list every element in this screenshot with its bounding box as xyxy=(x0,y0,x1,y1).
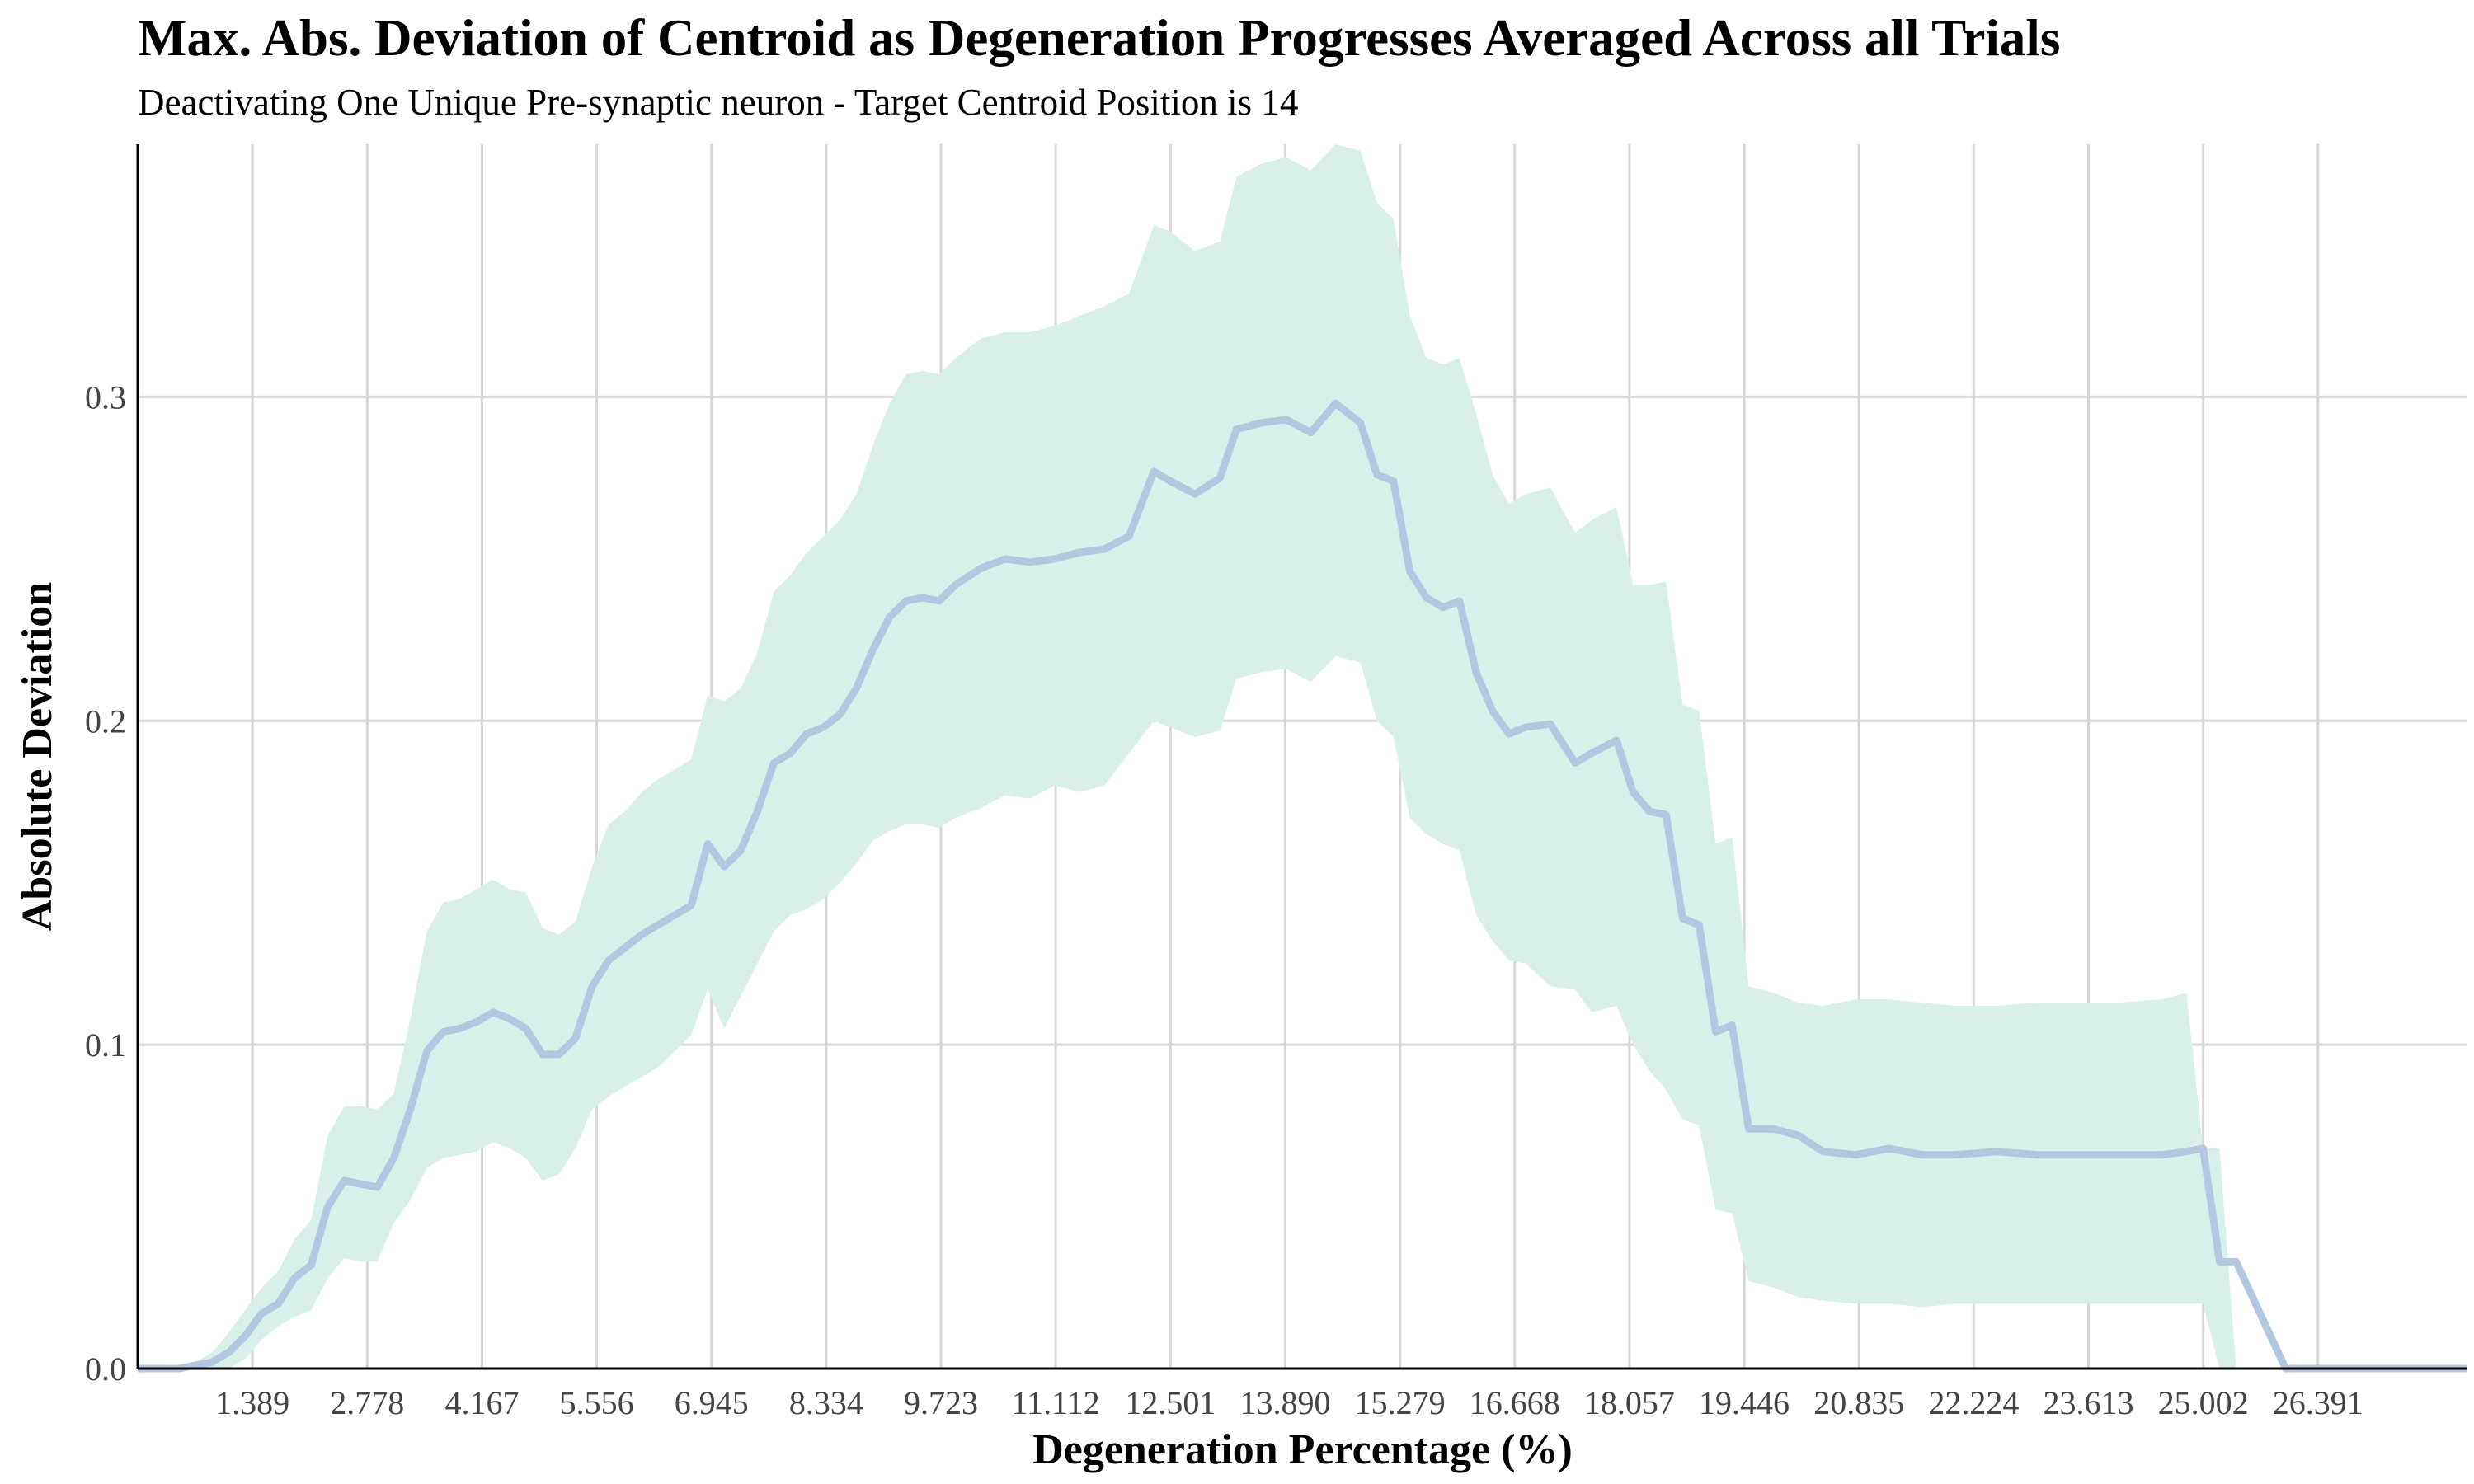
x-tick-label: 1.389 xyxy=(215,1384,289,1421)
x-tick-label: 16.668 xyxy=(1470,1384,1560,1421)
x-tick-label: 2.778 xyxy=(330,1384,404,1421)
x-tick-label: 18.057 xyxy=(1584,1384,1675,1421)
deviation-band xyxy=(138,144,2467,1369)
y-tick-label: 0.3 xyxy=(85,378,126,416)
x-tick-label: 20.835 xyxy=(1813,1384,1904,1421)
x-tick-label: 11.112 xyxy=(1012,1384,1100,1421)
y-tick-label: 0.2 xyxy=(85,702,126,740)
chart-subtitle: Deactivating One Unique Pre-synaptic neu… xyxy=(138,82,1299,123)
x-tick-label: 15.279 xyxy=(1355,1384,1446,1421)
y-tick-label: 0.1 xyxy=(85,1026,126,1064)
x-tick-label: 8.334 xyxy=(789,1384,863,1421)
x-tick-label: 12.501 xyxy=(1125,1384,1216,1421)
x-tick-label: 25.002 xyxy=(2158,1384,2249,1421)
y-tick-label: 0.0 xyxy=(85,1350,126,1388)
chart-title: Max. Abs. Deviation of Centroid as Degen… xyxy=(138,9,2061,67)
mean-deviation-line xyxy=(138,399,2467,1373)
x-tick-label: 5.556 xyxy=(560,1384,634,1421)
x-tick-label: 26.391 xyxy=(2273,1384,2363,1421)
x-axis-ticks: 1.389 2.778 4.167 5.556 6.945 8.334 9.723 11.11… xyxy=(215,1384,2363,1421)
x-tick-label: 6.945 xyxy=(675,1384,749,1421)
y-axis-ticks: 0.0 0.1 0.2 0.3 xyxy=(85,378,126,1388)
x-tick-label: 13.890 xyxy=(1239,1384,1330,1421)
x-axis-title: Degeneration Percentage (%) xyxy=(1032,1426,1573,1473)
x-tick-label: 23.613 xyxy=(2043,1384,2133,1421)
x-tick-label: 22.224 xyxy=(1928,1384,2019,1421)
x-tick-label: 9.723 xyxy=(904,1384,978,1421)
x-tick-label: 19.446 xyxy=(1699,1384,1790,1421)
x-tick-label: 4.167 xyxy=(444,1384,519,1421)
y-axis-title: Absolute Deviation xyxy=(14,582,61,931)
